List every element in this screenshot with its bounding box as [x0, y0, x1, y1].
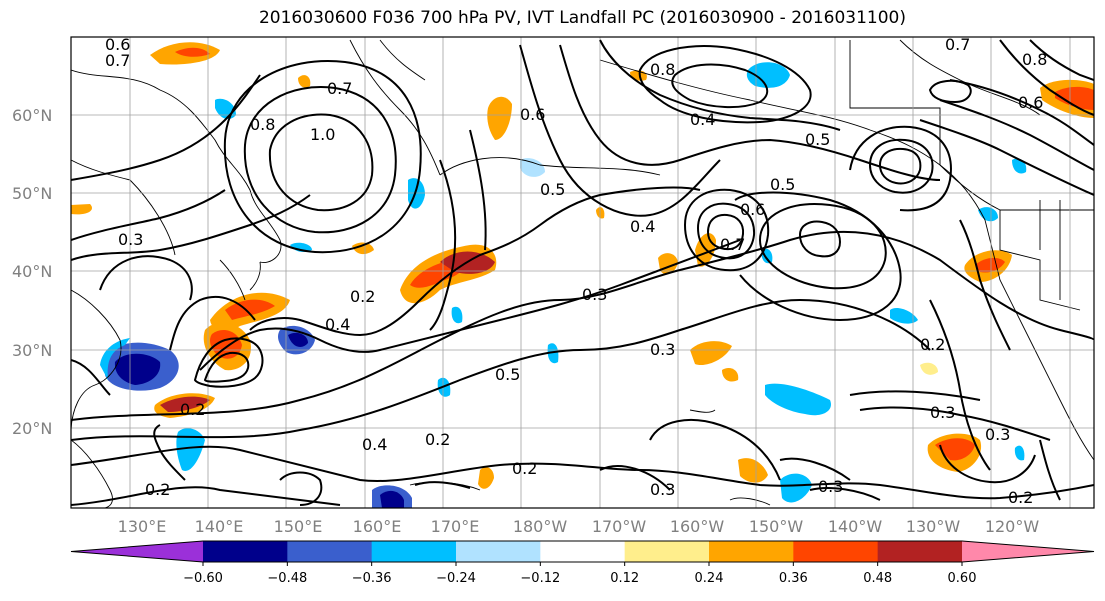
contour-label: 0.4 [362, 435, 387, 454]
contour-label: 0.4 [325, 315, 350, 334]
latitude-labels: 60°N 50°N 40°N 30°N 20°N [12, 106, 52, 438]
colorbar-extend-min [71, 541, 203, 562]
colorbar-tick-label: −0.60 [183, 571, 223, 586]
contour-label: 0.7 [327, 79, 352, 98]
contour-label: 0.6 [1018, 93, 1043, 112]
lat-label: 30°N [12, 341, 52, 360]
contour-label: 0.3 [650, 480, 675, 499]
contour-label: 0.8 [250, 115, 275, 134]
contour-label: 0.2 [512, 459, 537, 478]
contour-label: 0.4 [630, 217, 655, 236]
lon-label: 140°W [828, 517, 883, 536]
colorbar-segment [456, 541, 541, 562]
lon-label: 150°W [749, 517, 804, 536]
contour-label: 0.2 [350, 287, 375, 306]
lat-label: 60°N [12, 106, 52, 125]
lon-label: 180°W [513, 517, 568, 536]
contour-labels: 0.6 0.7 0.8 1.0 0.3 0.2 0.4 0.5 0.6 0.7 … [105, 35, 1047, 507]
colorbar-tick-label: 0.36 [779, 571, 808, 586]
lon-label: 170°E [431, 517, 480, 536]
contour-label: 0.5 [770, 175, 795, 194]
lon-label: 130°W [906, 517, 961, 536]
colorbar-tick-label: −0.48 [267, 571, 307, 586]
colorbar-tick-label: −0.36 [352, 571, 392, 586]
colorbar-segment [709, 541, 794, 562]
contour-label: 0.3 [985, 425, 1010, 444]
lat-label: 50°N [12, 184, 52, 203]
colorbar-segment [540, 541, 626, 562]
colorbar-tick-label: 0.60 [948, 571, 977, 586]
contour-label: 0.3 [930, 403, 955, 422]
contour-label: 0.6 [520, 105, 545, 124]
contour-label: 0.3 [582, 285, 607, 304]
lat-label: 20°N [12, 419, 52, 438]
map-frame-bg [71, 37, 1094, 508]
contour-label: 0.2 [425, 430, 450, 449]
contour-label: 0.6 [740, 200, 765, 219]
contour-label: 0.7 [720, 235, 745, 254]
contour-label: 0.3 [118, 230, 143, 249]
lon-label: 170°W [592, 517, 647, 536]
lon-label: 120°W [985, 517, 1040, 536]
contour-label: 0.5 [495, 365, 520, 384]
contour-label: 0.8 [650, 60, 675, 79]
contour-label: 0.7 [945, 35, 970, 54]
lon-label: 130°E [118, 517, 167, 536]
contour-label: 0.2 [1008, 488, 1033, 507]
contour-label: 0.2 [180, 400, 205, 419]
colorbar-segment [371, 541, 457, 562]
chart-title: 2016030600 F036 700 hPa PV, IVT Landfall… [258, 8, 906, 28]
contour-label: 0.3 [818, 477, 843, 496]
map-border [70, 36, 1095, 509]
contour-label: 1.0 [310, 125, 335, 144]
contour-label: 0.3 [650, 340, 675, 359]
contour-label: 0.2 [920, 335, 945, 354]
lon-label: 160°W [670, 517, 725, 536]
contour-label: 0.5 [540, 180, 565, 199]
colorbar-segment [877, 541, 963, 562]
colorbar-tick-label: 0.12 [610, 571, 639, 586]
contour-label: 0.8 [1022, 50, 1047, 69]
contour-label: 0.4 [690, 110, 715, 129]
contour-label: 0.5 [805, 130, 830, 149]
colorbar-segment [624, 541, 710, 562]
graticule [71, 37, 1094, 508]
colorbar-tick-label: −0.24 [436, 571, 476, 586]
lon-label: 160°E [353, 517, 402, 536]
pv-shading-negative [100, 62, 1027, 508]
contour-label: 0.2 [145, 480, 170, 499]
pv-contours [71, 39, 1094, 506]
colorbar-segment [793, 541, 879, 562]
colorbar-tick-label: 0.24 [695, 571, 724, 586]
colorbar-segment [203, 541, 288, 562]
contour-label: 0.7 [105, 51, 130, 70]
colorbar-segment [287, 541, 373, 562]
lon-label: 150°E [274, 517, 323, 536]
colorbar-tick-label: −0.12 [520, 571, 560, 586]
colorbar: −0.60 −0.48 −0.36 −0.24 −0.12 0.12 0.24 0.36 0.4… [70, 540, 1095, 586]
lon-label: 140°E [195, 517, 244, 536]
contour-label: 0.6 [105, 35, 130, 54]
longitude-labels: 130°E 140°E 150°E 160°E 170°E 180°W 170°… [118, 517, 1040, 536]
lat-label: 40°N [12, 262, 52, 281]
colorbar-extend-max [962, 541, 1094, 562]
colorbar-tick-label: 0.48 [863, 571, 892, 586]
